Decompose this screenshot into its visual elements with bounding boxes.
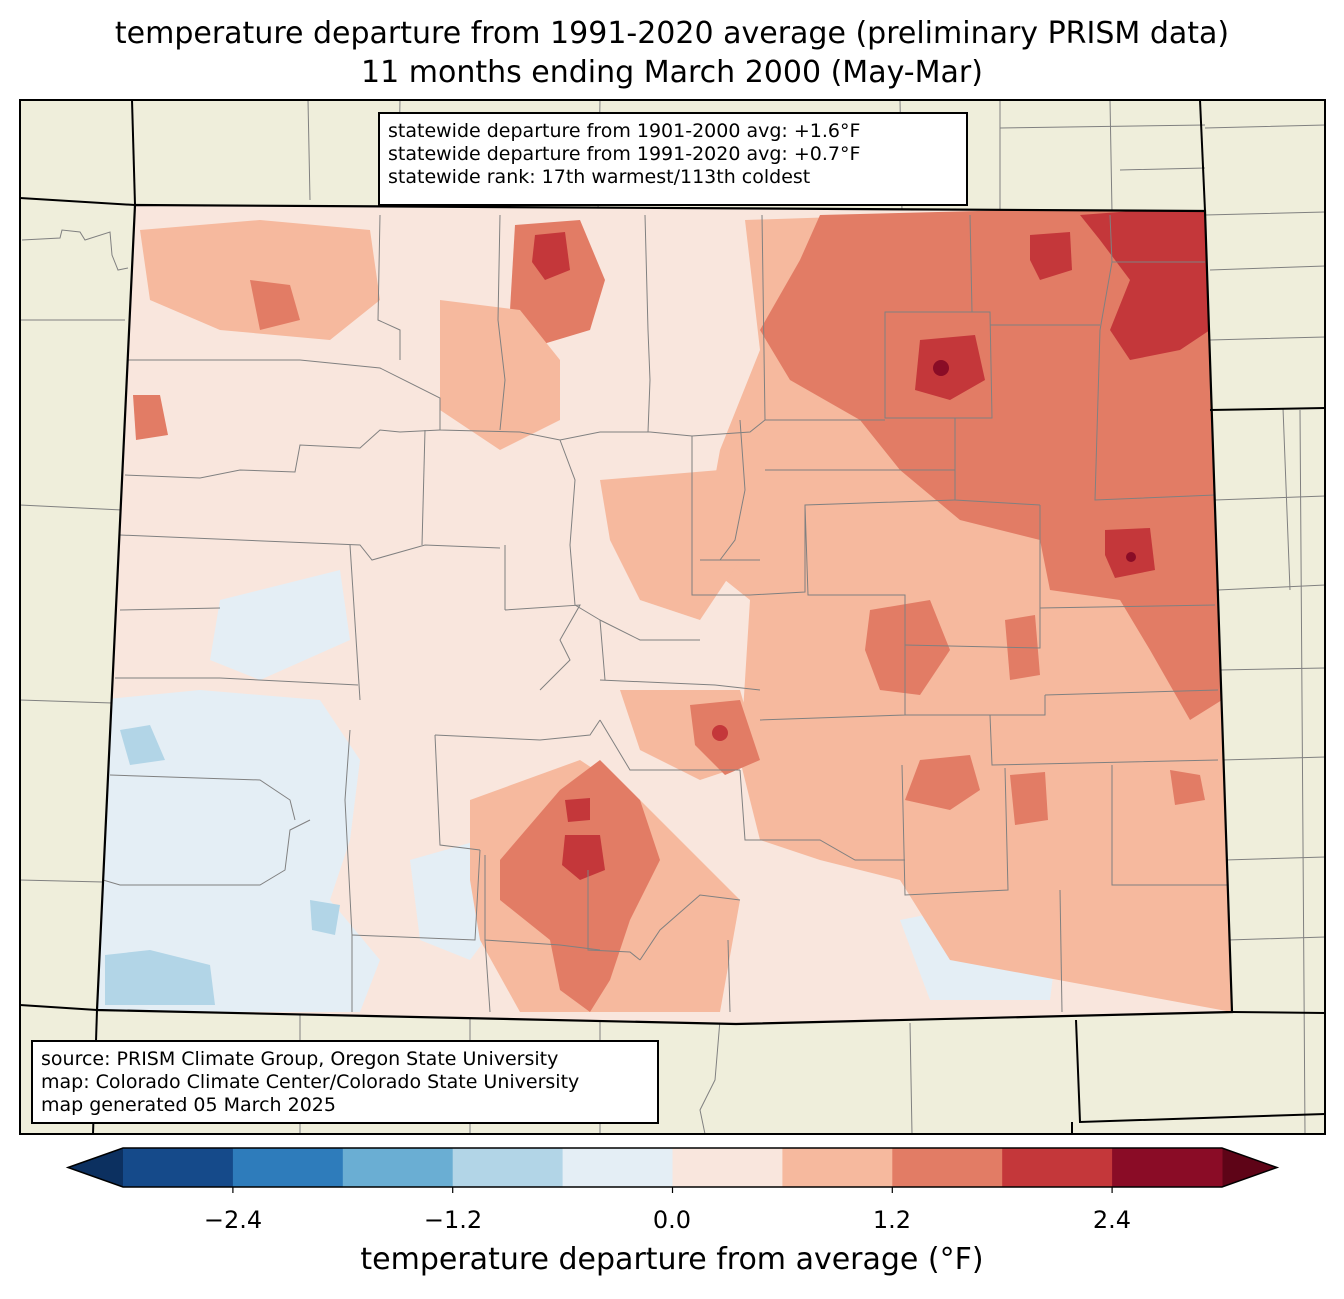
field-hot-nmtn [532,232,570,280]
field-peak-e [1126,552,1136,562]
field-hot-ne [1080,205,1210,360]
source-line-generated: map generated 05 March 2025 [41,1094,336,1116]
source-line-map: map: Colorado Climate Center/Colorado St… [41,1071,580,1093]
colorbar-tick-label: 0.0 [652,1206,692,1234]
colorbar-over-arrow [1222,1148,1277,1187]
colorbar-bin [1002,1148,1113,1187]
colorbar-bin [123,1148,234,1187]
field-warm-se3 [1170,770,1205,805]
source-line-prism: source: PRISM Climate Group, Oregon Stat… [41,1048,559,1070]
colorbar-bin [672,1148,783,1187]
map-title-line2: 11 months ending March 2000 (May-Mar) [361,55,983,90]
field-warm-se1 [905,755,980,810]
field-warm-frontrange [600,470,740,620]
map-border [19,99,1326,1135]
field-peak-ne [933,360,949,376]
colorbar-tick-label: −2.4 [203,1206,263,1234]
field-warm-nw2 [250,280,300,330]
colorbar [65,1147,1280,1193]
colorbar-outline [65,1147,1280,1188]
stats-line-rank: statewide rank: 17th warmest/113th colde… [388,166,811,188]
colorbar-tick-label: 1.2 [872,1206,912,1234]
field-warm-sangres [500,760,660,1012]
field-warm-central [440,300,560,450]
field-warm-nw1 [140,220,380,340]
statewide-stats-box: statewide departure from 1901-2000 avg: … [378,112,968,206]
map-title-line1: temperature departure from 1991-2020 ave… [114,16,1230,51]
field-hot-sangres [562,835,605,880]
colorbar-bin [1112,1148,1223,1187]
colorbar-tick-label: −1.2 [423,1206,483,1234]
field-peak-pueblo [712,725,728,741]
field-cool-sw3 [120,725,165,765]
colorbar-bin [342,1148,454,1187]
source-credit-box: source: PRISM Climate Group, Oregon Stat… [31,1040,659,1124]
colorbar-bin [782,1148,893,1187]
colorbar-bin [452,1148,564,1187]
field-warm-se2 [1010,772,1048,825]
neighbor-state-borders [20,100,1325,1134]
field-cool-sw2 [310,900,340,935]
field-cool-west [97,690,380,1012]
county-lines [102,214,1228,1013]
colorado-border [95,203,1234,1026]
colorbar-bin [562,1148,673,1187]
colorbar-bin [892,1148,1003,1187]
field-cool-mid [210,570,350,680]
stats-line-1901-2000: statewide departure from 1901-2000 avg: … [388,120,861,142]
field-cool-sw [105,950,215,1005]
field-warm-ne [760,205,1222,720]
field-warm-eplains [865,600,950,695]
field-hot-ne3 [1030,232,1072,280]
field-hot-sangres2 [565,798,590,822]
stats-line-1991-2020: statewide departure from 1991-2020 avg: … [388,143,861,165]
field-warm-nw3 [133,395,168,440]
colorbar-bin [232,1148,344,1187]
colorbar-tick-label: 2.4 [1092,1206,1132,1234]
colorbar-label: temperature departure from average (°F) [360,1242,984,1277]
colorbar-under-arrow [68,1148,123,1187]
field-hot-ne2 [915,335,985,400]
